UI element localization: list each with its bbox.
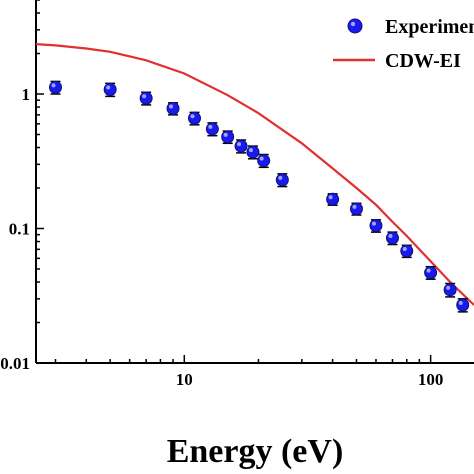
marker: [221, 130, 235, 144]
plot-area: [35, 0, 474, 364]
marker-highlight: [352, 204, 357, 209]
marker: [103, 83, 117, 97]
marker-highlight: [388, 233, 393, 238]
series-points: [49, 80, 470, 313]
marker-highlight: [106, 85, 111, 90]
y-tick-label: 0.1: [9, 220, 30, 239]
data-point: [234, 139, 248, 154]
data-point: [187, 111, 201, 126]
axis-ticks: 10 100 1 0.1 0.01: [0, 0, 443, 389]
marker: [205, 122, 219, 136]
series-line-cdw-ei: [35, 43, 474, 306]
marker-highlight: [402, 247, 407, 252]
marker-highlight: [208, 124, 213, 129]
marker-highlight: [190, 114, 195, 119]
data-point: [369, 219, 383, 233]
marker: [49, 80, 63, 94]
data-point: [400, 244, 414, 259]
marker: [326, 192, 340, 206]
marker: [139, 91, 153, 105]
marker-highlight: [259, 156, 264, 161]
y-tick-label: 0.01: [0, 354, 30, 373]
legend-label-experiment: Experiment: [385, 16, 474, 38]
data-point: [424, 265, 438, 280]
data-point: [349, 202, 363, 216]
legend-label-cdw-ei: CDW-EI: [385, 50, 461, 72]
marker: [187, 111, 201, 125]
marker-highlight: [142, 94, 147, 99]
y-tick-label: 1: [22, 85, 31, 104]
x-axis-title: Energy (eV): [167, 433, 344, 470]
marker: [456, 298, 470, 312]
x-tick-label: 100: [418, 370, 444, 389]
data-point: [166, 102, 180, 116]
marker: [385, 231, 399, 245]
data-point: [326, 192, 340, 206]
data-point: [275, 173, 289, 188]
data-point: [443, 282, 457, 298]
marker: [349, 202, 363, 216]
marker-highlight: [248, 148, 253, 153]
marker: [234, 139, 248, 153]
data-point: [246, 145, 260, 160]
marker: [424, 266, 438, 280]
marker-highlight: [446, 285, 451, 290]
marker-highlight: [371, 221, 376, 226]
marker-highlight: [426, 268, 431, 273]
marker-highlight: [458, 300, 463, 305]
legend-marker-highlight: [350, 21, 356, 27]
marker-highlight: [51, 83, 56, 88]
marker: [246, 145, 260, 159]
marker: [443, 283, 457, 297]
data-point: [456, 298, 470, 313]
data-point: [139, 91, 153, 106]
data-point: [103, 82, 117, 98]
legend-marker-experiment: [347, 18, 363, 34]
marker: [275, 173, 289, 187]
data-point: [385, 231, 399, 246]
data-point: [49, 80, 63, 95]
legend: Experiment CDW-EI: [333, 16, 474, 72]
marker-highlight: [278, 175, 283, 180]
marker: [400, 244, 414, 258]
marker-highlight: [328, 195, 333, 200]
marker-highlight: [223, 132, 228, 137]
data-point: [221, 130, 235, 145]
marker-highlight: [169, 104, 174, 109]
x-tick-label: 10: [176, 370, 193, 389]
marker: [166, 102, 180, 116]
marker: [369, 219, 383, 233]
data-point: [205, 122, 219, 137]
series-lines: [35, 43, 474, 306]
marker-highlight: [237, 142, 242, 147]
data-point: [257, 153, 271, 169]
marker: [257, 154, 271, 168]
